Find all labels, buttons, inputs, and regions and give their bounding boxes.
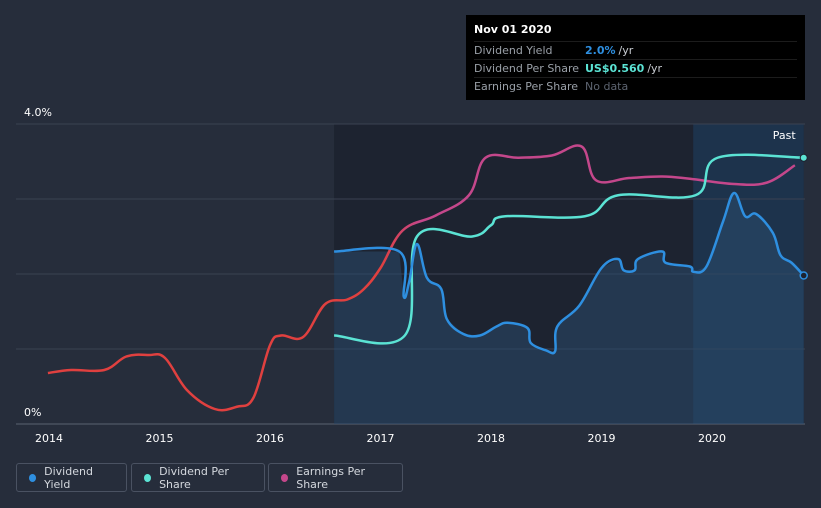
earnings-per-share-line: [47, 144, 796, 412]
x-tick-label: 2019: [588, 432, 616, 445]
tooltip-row-dps: Dividend Per Share US$0.560 /yr: [474, 59, 797, 77]
tooltip-unit: /yr: [647, 62, 663, 75]
y-axis-top-label: 4.0%: [24, 106, 52, 119]
x-tick-label: 2016: [256, 432, 284, 445]
x-tick-label: 2015: [146, 432, 174, 445]
legend-dot-icon: [29, 473, 37, 482]
x-tick-label: 2018: [477, 432, 505, 445]
legend-label: Dividend Yield: [44, 464, 93, 491]
x-tick-label: 2014: [35, 432, 63, 445]
tooltip-label: Dividend Per Share: [474, 62, 580, 75]
y-axis-bottom-label: 0%: [24, 406, 41, 419]
hover-tooltip: Nov 01 2020 Dividend Yield 2.0% /yr Divi…: [466, 15, 805, 100]
legend-label: Dividend Per Share: [159, 464, 229, 491]
dividend-yield-line: [334, 191, 805, 355]
legend-dot-icon: [144, 473, 152, 482]
x-tick-label: 2017: [367, 432, 395, 445]
x-tick-label: 2020: [698, 432, 726, 445]
legend-dot-icon: [281, 473, 289, 482]
legend-label: Earnings Per Share: [296, 464, 365, 491]
tooltip-row-dividend-yield: Dividend Yield 2.0% /yr: [474, 41, 797, 59]
dividend-yield-area: [334, 193, 804, 424]
dividend-per-share-line: [333, 153, 804, 345]
tooltip-value: US$0.560: [585, 62, 645, 75]
legend-item-earnings-per-share[interactable]: Earnings Per Share: [268, 463, 403, 492]
tooltip-label: Dividend Yield: [474, 44, 553, 57]
tooltip-value: 2.0%: [585, 44, 616, 57]
tooltip-label: Earnings Per Share: [474, 80, 579, 93]
tooltip-unit: /yr: [618, 44, 634, 57]
tooltip-date: Nov 01 2020: [474, 23, 552, 36]
dividend-yield-end-marker: [799, 271, 808, 280]
past-label: Past: [773, 129, 797, 142]
tooltip-row-eps: Earnings Per Share No data: [474, 77, 797, 95]
legend-item-dividend-per-share[interactable]: Dividend Per Share: [131, 463, 265, 492]
tooltip-value: No data: [585, 80, 629, 93]
legend-item-dividend-yield[interactable]: Dividend Yield: [16, 463, 127, 492]
dps-end-marker: [799, 153, 808, 162]
